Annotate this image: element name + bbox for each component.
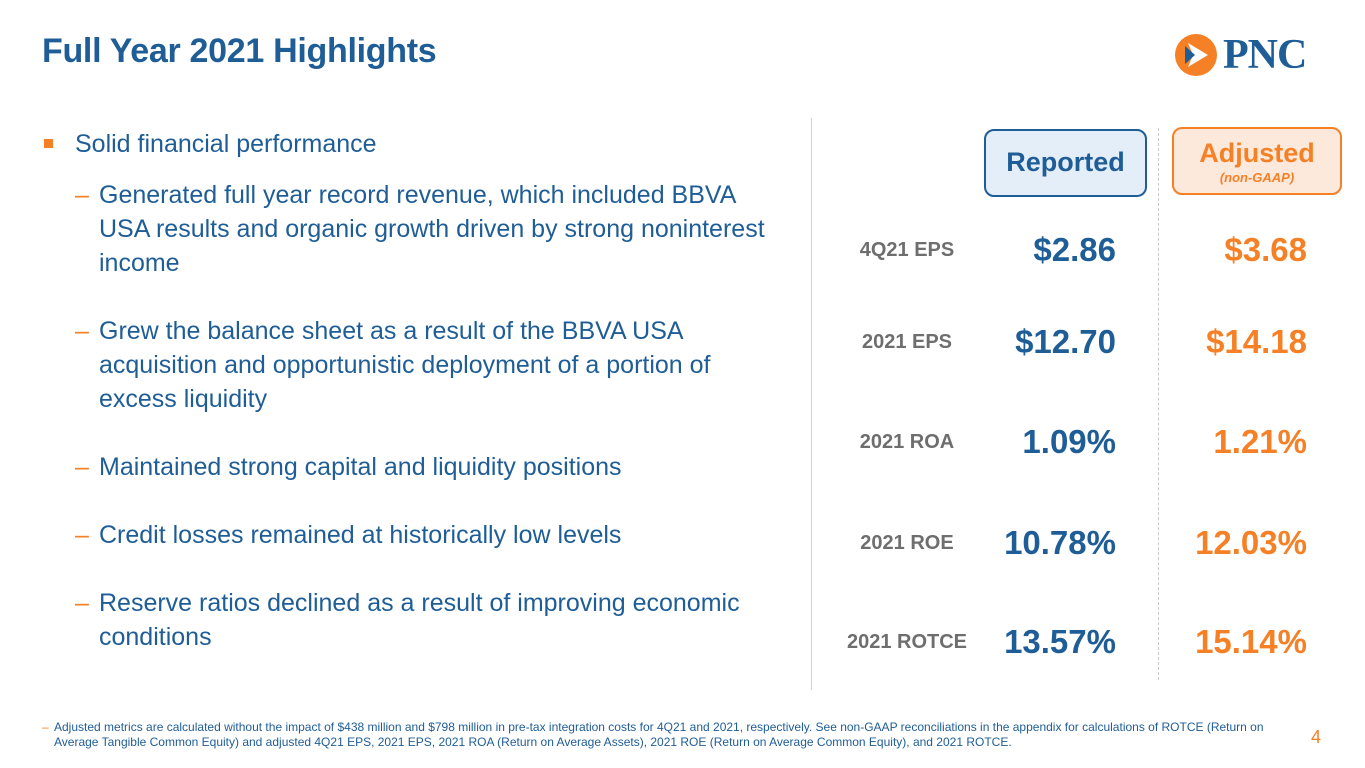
adjusted-value: $3.68: [1224, 231, 1307, 268]
dash-icon: –: [75, 181, 89, 209]
metric-row: 2021 EPS $12.70 $14.18: [812, 319, 1332, 365]
sub-bullet: – Generated full year record revenue, wh…: [42, 178, 782, 280]
adjusted-sublabel: (non-GAAP): [1219, 170, 1295, 185]
page-number: 4: [1311, 727, 1322, 747]
reported-label: Reported: [1006, 147, 1125, 177]
pnc-logo: PNC: [1173, 30, 1333, 80]
adjusted-value: 12.03%: [1195, 524, 1307, 561]
reported-value: 10.78%: [1004, 524, 1116, 561]
sub-bullet: – Credit losses remained at historically…: [42, 518, 782, 552]
sub-bullet: – Reserve ratios declined as a result of…: [42, 586, 782, 654]
dash-icon: –: [75, 521, 89, 549]
dash-icon: –: [75, 453, 89, 481]
bullet-square-icon: [44, 139, 53, 148]
sub-bullet-text: Grew the balance sheet as a result of th…: [99, 317, 711, 413]
sub-bullet: – Maintained strong capital and liquidit…: [42, 450, 782, 484]
adjusted-value: $14.18: [1206, 323, 1307, 360]
bullet-main-text: Solid financial performance: [75, 130, 377, 158]
metric-row: 2021 ROA 1.09% 1.21%: [812, 419, 1332, 465]
metric-label: 2021 EPS: [861, 331, 953, 353]
reported-value: $2.86: [1033, 231, 1116, 268]
sub-bullet-text: Generated full year record revenue, whic…: [99, 181, 765, 277]
adjusted-label: Adjusted: [1199, 138, 1315, 168]
dash-icon: –: [75, 589, 89, 617]
dash-icon: –: [75, 317, 89, 345]
metric-label: 2021 ROA: [859, 431, 955, 453]
sub-bullet-text: Reserve ratios declined as a result of i…: [99, 589, 740, 651]
sub-bullet-text: Credit losses remained at historically l…: [99, 521, 622, 549]
sub-bullet-text: Maintained strong capital and liquidity …: [99, 453, 622, 481]
metric-label: 4Q21 EPS: [859, 239, 955, 261]
highlights-list: Solid financial performance – Generated …: [42, 126, 782, 688]
page-title: Full Year 2021 Highlights: [42, 32, 437, 70]
metric-row: 2021 ROTCE 13.57% 15.14%: [812, 619, 1332, 665]
dash-icon: –: [42, 720, 49, 734]
footnote-text: Adjusted metrics are calculated without …: [54, 720, 1264, 749]
sub-bullet: – Grew the balance sheet as a result of …: [42, 314, 782, 416]
adjusted-value: 15.14%: [1195, 623, 1307, 660]
reported-value: $12.70: [1015, 323, 1116, 360]
dotted-divider: [1158, 128, 1159, 680]
bullet-main: Solid financial performance: [42, 126, 782, 162]
adjusted-value: 1.21%: [1213, 423, 1307, 460]
metric-label: 2021 ROTCE: [846, 631, 968, 653]
reported-value: 13.57%: [1004, 623, 1116, 660]
metric-label: 2021 ROE: [860, 532, 954, 554]
footnote: – Adjusted metrics are calculated withou…: [42, 720, 1302, 750]
metric-row: 2021 ROE 10.78% 12.03%: [812, 520, 1332, 566]
metric-row: 4Q21 EPS $2.86 $3.68: [812, 227, 1332, 273]
reported-header: Reported: [984, 129, 1147, 197]
pnc-logo-icon: [1175, 34, 1217, 76]
pnc-logo-text: PNC: [1223, 32, 1307, 78]
column-divider: [811, 118, 812, 690]
adjusted-header: Adjusted (non-GAAP): [1172, 127, 1342, 195]
reported-value: 1.09%: [1022, 423, 1116, 460]
